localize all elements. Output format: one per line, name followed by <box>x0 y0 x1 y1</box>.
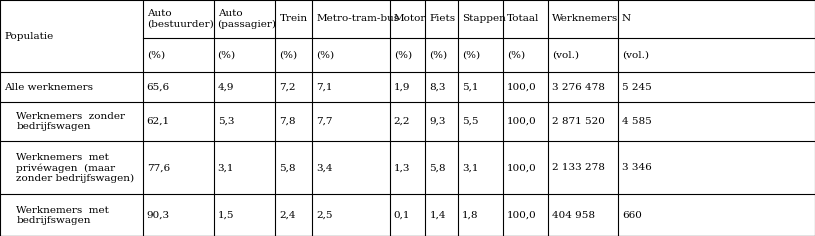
Text: 1,9: 1,9 <box>394 83 410 92</box>
Text: 5 245: 5 245 <box>622 83 652 92</box>
Text: 100,0: 100,0 <box>507 211 537 220</box>
Text: 3,1: 3,1 <box>218 163 234 172</box>
Text: Motor: Motor <box>394 14 426 23</box>
Text: 0,1: 0,1 <box>394 211 410 220</box>
Text: 100,0: 100,0 <box>507 117 537 126</box>
Text: 3,1: 3,1 <box>462 163 478 172</box>
Text: (%): (%) <box>462 51 480 59</box>
Text: (vol.): (vol.) <box>552 51 579 59</box>
Text: Metro-tram-bus: Metro-tram-bus <box>316 14 399 23</box>
Text: (%): (%) <box>218 51 236 59</box>
Text: 3 276 478: 3 276 478 <box>552 83 605 92</box>
Text: Alle werknemers: Alle werknemers <box>4 83 93 92</box>
Text: 2,2: 2,2 <box>394 117 410 126</box>
Text: (%): (%) <box>280 51 297 59</box>
Text: Fiets: Fiets <box>430 14 456 23</box>
Text: 5,8: 5,8 <box>280 163 296 172</box>
Text: 1,5: 1,5 <box>218 211 234 220</box>
Text: Werknemers  zonder
bedrijfswagen: Werknemers zonder bedrijfswagen <box>16 112 126 131</box>
Text: 404 958: 404 958 <box>552 211 595 220</box>
Text: 5,8: 5,8 <box>430 163 446 172</box>
Text: (%): (%) <box>316 51 334 59</box>
Text: 5,1: 5,1 <box>462 83 478 92</box>
Text: Werknemers  met
privéwagen  (maar
zonder bedrijfswagen): Werknemers met privéwagen (maar zonder b… <box>16 152 134 183</box>
Text: 5,3: 5,3 <box>218 117 234 126</box>
Text: 65,6: 65,6 <box>147 83 170 92</box>
Text: Werknemers  met
bedrijfswagen: Werknemers met bedrijfswagen <box>16 206 109 225</box>
Text: 2,5: 2,5 <box>316 211 333 220</box>
Text: 100,0: 100,0 <box>507 83 537 92</box>
Text: 62,1: 62,1 <box>147 117 170 126</box>
Text: Werknemers: Werknemers <box>552 14 618 23</box>
Text: 5,5: 5,5 <box>462 117 478 126</box>
Text: (%): (%) <box>394 51 412 59</box>
Text: 2 871 520: 2 871 520 <box>552 117 605 126</box>
Text: 2 133 278: 2 133 278 <box>552 163 605 172</box>
Text: Stappen: Stappen <box>462 14 506 23</box>
Text: 90,3: 90,3 <box>147 211 170 220</box>
Text: 7,1: 7,1 <box>316 83 333 92</box>
Text: 1,8: 1,8 <box>462 211 478 220</box>
Text: N: N <box>622 14 631 23</box>
Text: (vol.): (vol.) <box>622 51 649 59</box>
Text: 77,6: 77,6 <box>147 163 170 172</box>
Text: 4,9: 4,9 <box>218 83 234 92</box>
Text: 3 346: 3 346 <box>622 163 652 172</box>
Text: 7,8: 7,8 <box>280 117 296 126</box>
Text: Populatie: Populatie <box>4 32 53 41</box>
Text: 1,3: 1,3 <box>394 163 410 172</box>
Text: (%): (%) <box>430 51 447 59</box>
Text: 7,7: 7,7 <box>316 117 333 126</box>
Text: 100,0: 100,0 <box>507 163 537 172</box>
Text: 4 585: 4 585 <box>622 117 652 126</box>
Text: 3,4: 3,4 <box>316 163 333 172</box>
Text: (%): (%) <box>147 51 165 59</box>
Text: Auto
(bestuurder): Auto (bestuurder) <box>147 9 214 29</box>
Text: Totaal: Totaal <box>507 14 540 23</box>
Text: 2,4: 2,4 <box>280 211 296 220</box>
Text: 9,3: 9,3 <box>430 117 446 126</box>
Text: 8,3: 8,3 <box>430 83 446 92</box>
Text: (%): (%) <box>507 51 525 59</box>
Text: 1,4: 1,4 <box>430 211 446 220</box>
Text: 660: 660 <box>622 211 641 220</box>
Text: 7,2: 7,2 <box>280 83 296 92</box>
Text: Auto
(passagier): Auto (passagier) <box>218 9 276 29</box>
Text: Trein: Trein <box>280 14 308 23</box>
